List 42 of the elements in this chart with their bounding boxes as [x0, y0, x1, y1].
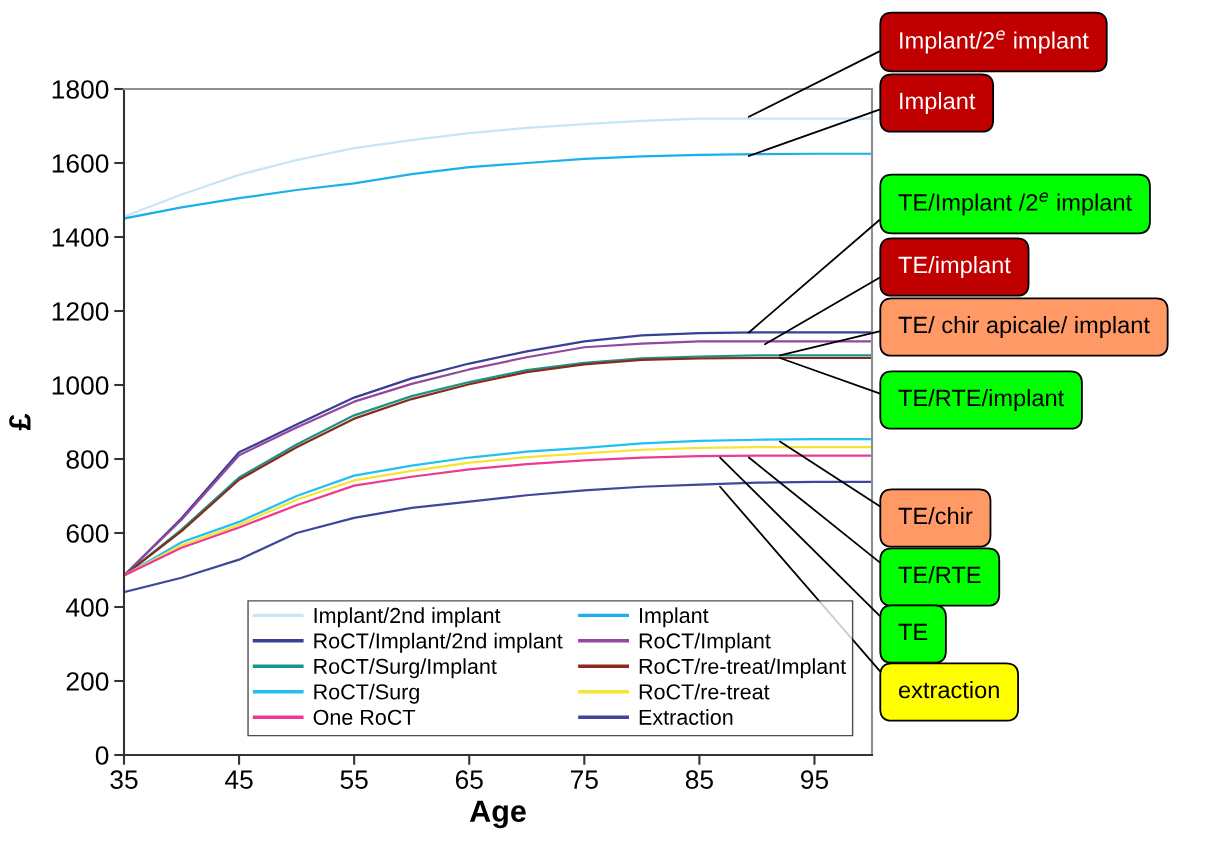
line-series [124, 117, 872, 218]
x-tick-label: 55 [340, 770, 368, 789]
x-tick-label: 85 [685, 770, 713, 789]
y-tick-label: 800 [66, 450, 109, 469]
y-axis-title: £ [9, 413, 31, 431]
annotation: Implant [900, 92, 976, 114]
y-tick-label: 1000 [52, 376, 109, 395]
x-tick-label: 95 [801, 770, 829, 789]
legend-label: RoCT/Implant/2nd implant [314, 632, 563, 653]
y-tick-label: 400 [66, 598, 109, 617]
legend-label: RoCT/Implant [639, 632, 771, 653]
legend-label: RoCT/Surg [314, 683, 419, 704]
legend-label: Implant [640, 607, 709, 628]
x-tick-label: 35 [110, 770, 138, 789]
legend-label: RoCT/re-treat/Implant [639, 658, 847, 679]
y-tick-label: 200 [66, 672, 109, 691]
x-tick-label: 45 [225, 770, 253, 789]
annotation: TE [898, 623, 928, 641]
legend-label: RoCT/Surg/Implant [314, 658, 497, 679]
annotation: extraction [899, 680, 999, 699]
y-tick-label: 600 [66, 524, 109, 543]
annotation: TE/chir [898, 506, 973, 525]
legend-label: Implant/2nd implant [314, 607, 501, 628]
annotation: TE/implant [898, 256, 1011, 278]
y-tick-label: 1400 [52, 228, 109, 247]
y-tick-label: 1800 [52, 80, 109, 99]
y-tick-label: 1600 [52, 154, 109, 173]
legend-label: RoCT/re-treat [639, 683, 770, 700]
annotation: TE/ chir apicale/ implant [898, 315, 1150, 338]
annotation: TE/Implant /2$^{e}$ implant [898, 192, 1132, 216]
y-tick-label: 0 [95, 746, 109, 765]
y-tick-label: 1200 [52, 302, 109, 321]
annotation: TE/RTE [898, 565, 981, 584]
legend-label: One RoCT [313, 709, 416, 725]
x-tick-label: 65 [455, 770, 483, 789]
annotation: Implant/2$^{e}$ implant [900, 30, 1089, 54]
annotation: TE/RTE/implant [898, 388, 1065, 411]
x-axis-title: Age [469, 800, 526, 829]
legend-label: Extraction [639, 709, 733, 725]
line-series [124, 480, 872, 594]
line-series [124, 152, 872, 220]
x-tick-label: 75 [570, 770, 598, 789]
